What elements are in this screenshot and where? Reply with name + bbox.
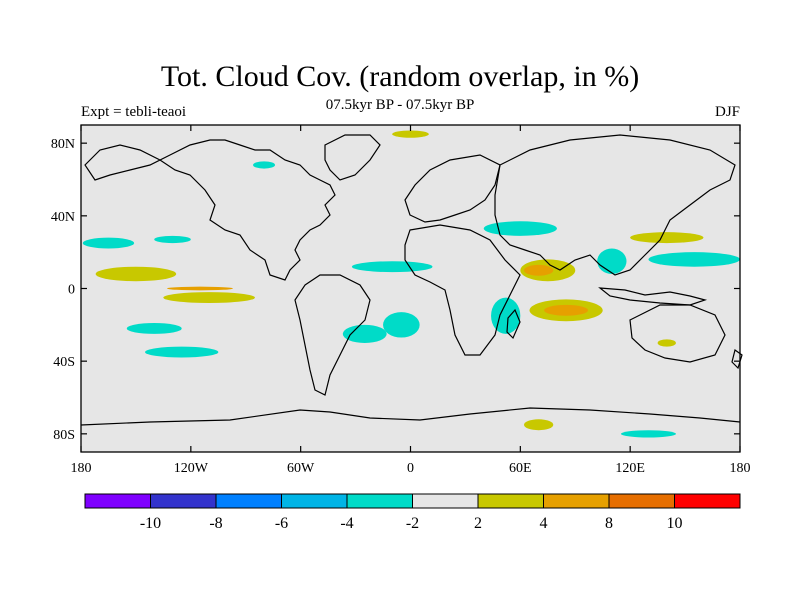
colorbar-box: [477, 493, 544, 509]
colorbar-label: -2: [406, 515, 419, 532]
y-tick-label: 80S: [53, 428, 75, 443]
anomaly-s-asia-orange: [523, 264, 554, 276]
colorbar-box: [281, 493, 348, 509]
anomaly-pacific-cyan-mid: [154, 235, 191, 244]
anomaly-antarctic-yellow: [523, 419, 554, 431]
x-tick-label: 120E: [615, 461, 645, 476]
x-tick-label: 180: [71, 461, 92, 476]
coastline-australia: [629, 304, 726, 363]
colorbar-box: [84, 493, 151, 509]
coastline-south-america: [294, 274, 371, 396]
y-tick-label: 40N: [51, 210, 75, 225]
colorbar-box: [150, 493, 217, 509]
subtitle: 07.5kyr BP - 07.5kyr BP: [325, 97, 475, 113]
colorbar-box: [543, 493, 610, 509]
coastline-greenland: [324, 134, 381, 181]
anomaly-s-atlantic-cyan: [383, 312, 420, 338]
colorbar-label: 8: [605, 515, 613, 532]
anomaly-arctic-yellow: [392, 130, 429, 138]
colorbar-label: -6: [275, 515, 288, 532]
colorbar-box: [608, 493, 675, 509]
anomaly-pacific-yellow-eq2: [163, 292, 255, 304]
anomaly-s-america-cyan: [342, 324, 387, 343]
y-tick-label: 0: [68, 283, 75, 298]
coastline-indonesia: [598, 287, 708, 306]
colorbar-label: -10: [140, 515, 161, 532]
y-tick-label: 40S: [53, 355, 75, 370]
anomaly-s-pacific-cyan-1: [126, 323, 182, 334]
anomaly-indian-ocean-orange: [544, 304, 589, 316]
anomaly-indian-cyan-w: [491, 297, 521, 334]
anomaly-e-asia-cyan: [648, 252, 740, 267]
anomaly-antarctic-cyan: [621, 430, 676, 438]
x-tick-label: 120W: [174, 461, 209, 476]
colorbar-label: 4: [540, 515, 548, 532]
anomaly-n-pacific-cyan: [253, 161, 276, 169]
page-title: Tot. Cloud Cov. (random overlap, in %): [160, 60, 640, 93]
colorbar-box: [215, 493, 282, 509]
anomaly-pacific-nw-yellow: [630, 232, 704, 244]
anomaly-n-atlantic-cyan: [351, 261, 433, 273]
season-label: DJF: [714, 104, 740, 120]
experiment-label: Expt = tebli-teaoi: [81, 104, 187, 120]
coastline-madagascar: [506, 308, 521, 340]
coastline-antarctica: [80, 407, 741, 426]
y-tick-label: 80N: [51, 137, 75, 152]
coastline-europe: [404, 154, 501, 223]
colorbar-label: 2: [474, 515, 482, 532]
coastline-north-america: [84, 139, 336, 281]
x-tick-label: 0: [407, 461, 414, 476]
coastline-asia: [494, 134, 736, 276]
x-tick-label: 60E: [509, 461, 532, 476]
colorbar-label: 10: [667, 515, 683, 532]
colorbar-box: [346, 493, 413, 509]
anomaly-pacific-orange-line: [167, 286, 233, 291]
anomaly-arabia-cyan: [483, 221, 557, 236]
anomaly-pacific-yellow-eq: [95, 266, 177, 282]
anomaly-subtropical-pacific-cyan: [82, 237, 135, 249]
anomaly-nz-yellow: [657, 339, 676, 347]
anomaly-china-cyan: [597, 248, 627, 274]
colorbar-box: [674, 493, 741, 509]
x-tick-label: 180: [730, 461, 751, 476]
x-tick-label: 60W: [287, 461, 315, 476]
colorbar-box: [412, 493, 479, 509]
colorbar-label: -4: [340, 515, 353, 532]
colorbar-label: -8: [209, 515, 222, 532]
coastline-africa: [404, 224, 521, 356]
anomaly-s-pacific-cyan-2: [145, 346, 219, 358]
